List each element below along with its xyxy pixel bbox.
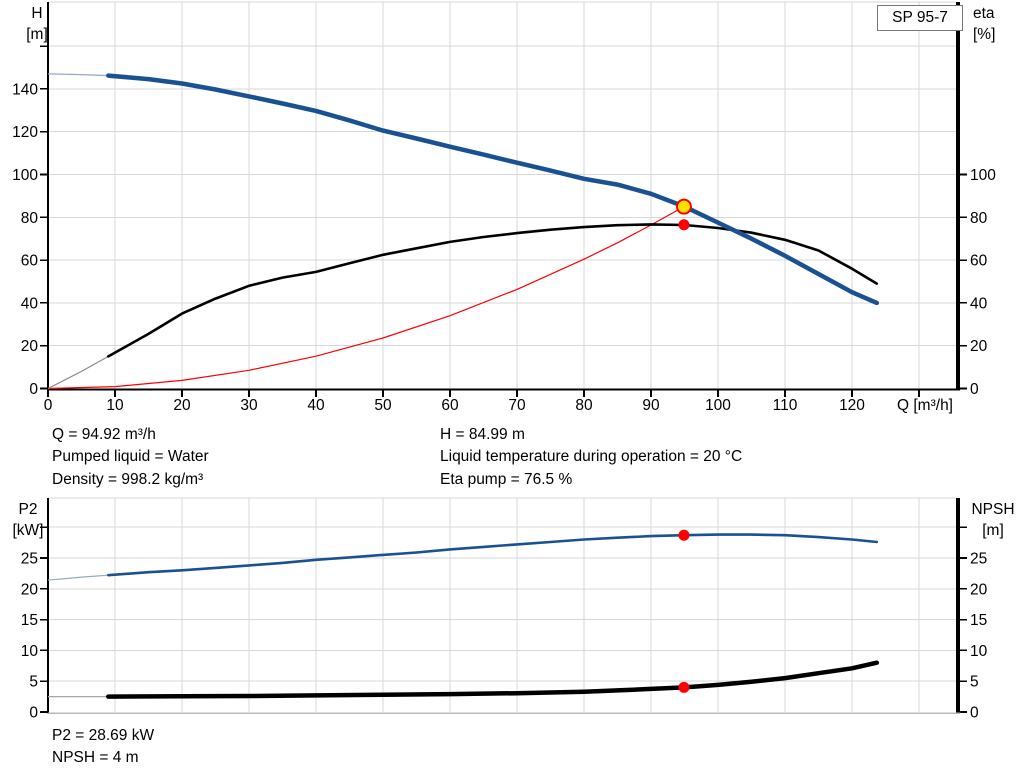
result-p2: P2 = 28.69 kW bbox=[52, 727, 155, 744]
svg-text:Q [m³/h]: Q [m³/h] bbox=[897, 397, 953, 414]
head-curve bbox=[47, 73, 880, 306]
system-curve bbox=[47, 206, 685, 390]
result-q: Q = 94.92 m³/h bbox=[52, 426, 156, 443]
p2-axis-unit: [kW] bbox=[12, 522, 44, 539]
results-bottom-column: P2 = 28.69 kW NPSH = 4 m bbox=[52, 725, 154, 770]
result-h: H = 84.99 m bbox=[440, 426, 525, 443]
duty-point-eta bbox=[678, 219, 690, 231]
svg-text:140: 140 bbox=[12, 81, 38, 98]
p2-npsh-chart-axes: 0 5 10 15 20 25 0 5 10 15 20 25 bbox=[21, 498, 988, 722]
result-density: Density = 998.2 kg/m³ bbox=[52, 470, 204, 488]
svg-text:0: 0 bbox=[44, 397, 53, 414]
svg-text:25: 25 bbox=[970, 551, 987, 568]
svg-text:0: 0 bbox=[970, 705, 979, 722]
svg-text:60: 60 bbox=[441, 397, 459, 414]
svg-text:40: 40 bbox=[307, 397, 325, 414]
qh-eta-chart: 0 20 40 60 80 100 120 140 0 20 40 60 80 100 0 10 20 30 40 5… bbox=[12, 1, 996, 414]
svg-text:5: 5 bbox=[970, 674, 979, 691]
svg-text:120: 120 bbox=[839, 397, 865, 414]
svg-text:20: 20 bbox=[970, 338, 988, 355]
svg-text:5: 5 bbox=[29, 674, 38, 691]
svg-text:0: 0 bbox=[29, 381, 38, 398]
svg-text:40: 40 bbox=[970, 295, 988, 312]
results-right-column: H = 84.99 m Liquid temperature during op… bbox=[440, 424, 742, 491]
efficiency-curve bbox=[47, 223, 879, 390]
pump-model-box: SP 95-7 bbox=[877, 5, 963, 31]
qh-eta-chart-axes: 0 20 40 60 80 100 120 140 0 20 40 60 80 100 0 10 20 30 40 5… bbox=[12, 2, 996, 414]
svg-text:90: 90 bbox=[642, 397, 660, 414]
svg-text:10: 10 bbox=[21, 643, 39, 660]
duty-point-head bbox=[675, 198, 692, 215]
duty-point-npsh bbox=[678, 681, 690, 693]
result-pumped-liquid: Pumped liquid = Water bbox=[52, 448, 209, 466]
qh-eta-chart-grid bbox=[48, 1, 956, 389]
npsh-axis-quantity: NPSH bbox=[971, 501, 1015, 518]
p2-curve bbox=[47, 533, 879, 581]
svg-text:50: 50 bbox=[374, 397, 392, 414]
eta-axis-unit: [%] bbox=[973, 26, 996, 43]
svg-text:60: 60 bbox=[970, 253, 988, 270]
svg-text:110: 110 bbox=[773, 397, 798, 414]
p2-npsh-chart: 0 5 10 15 20 25 0 5 10 15 20 25 bbox=[21, 497, 988, 722]
result-npsh: NPSH = 4 m bbox=[52, 749, 139, 767]
svg-text:15: 15 bbox=[21, 612, 38, 629]
svg-text:100: 100 bbox=[705, 397, 731, 414]
result-eta-pump: Eta pump = 76.5 % bbox=[440, 470, 573, 488]
p2-axis-label: P2 [kW] bbox=[8, 499, 48, 541]
h-axis-quantity: H bbox=[31, 5, 43, 22]
npsh-axis-unit: [m] bbox=[982, 522, 1004, 539]
svg-text:0: 0 bbox=[29, 705, 38, 722]
svg-text:120: 120 bbox=[12, 124, 38, 141]
results-left-column: Q = 94.92 m³/h Pumped liquid = Water Den… bbox=[52, 424, 209, 491]
svg-text:10: 10 bbox=[106, 397, 124, 414]
svg-text:80: 80 bbox=[21, 210, 39, 227]
result-liquid-temp: Liquid temperature during operation = 20… bbox=[440, 448, 743, 466]
svg-text:60: 60 bbox=[21, 253, 39, 270]
svg-text:100: 100 bbox=[12, 167, 38, 184]
svg-text:80: 80 bbox=[575, 397, 593, 414]
npsh-axis-label: NPSH [m] bbox=[966, 499, 1020, 541]
h-axis-unit: [m] bbox=[26, 26, 48, 43]
eta-axis-quantity: eta bbox=[973, 5, 995, 22]
p2-npsh-chart-grid bbox=[48, 497, 956, 712]
svg-text:20: 20 bbox=[21, 338, 39, 355]
svg-text:30: 30 bbox=[240, 397, 258, 414]
svg-text:80: 80 bbox=[970, 210, 988, 227]
p2-axis-quantity: P2 bbox=[18, 501, 38, 518]
svg-text:15: 15 bbox=[970, 612, 987, 629]
svg-text:10: 10 bbox=[970, 643, 988, 660]
duty-point-p2 bbox=[678, 529, 690, 541]
svg-text:20: 20 bbox=[970, 581, 988, 598]
h-axis-label: H [m] bbox=[20, 3, 54, 45]
svg-text:20: 20 bbox=[173, 397, 191, 414]
svg-text:0: 0 bbox=[970, 381, 979, 398]
svg-text:100: 100 bbox=[970, 167, 996, 184]
svg-text:40: 40 bbox=[21, 295, 39, 312]
svg-text:20: 20 bbox=[21, 581, 39, 598]
svg-text:70: 70 bbox=[508, 397, 526, 414]
eta-axis-label: eta [%] bbox=[973, 3, 995, 45]
npsh-curve bbox=[48, 660, 880, 699]
svg-text:25: 25 bbox=[21, 551, 38, 568]
